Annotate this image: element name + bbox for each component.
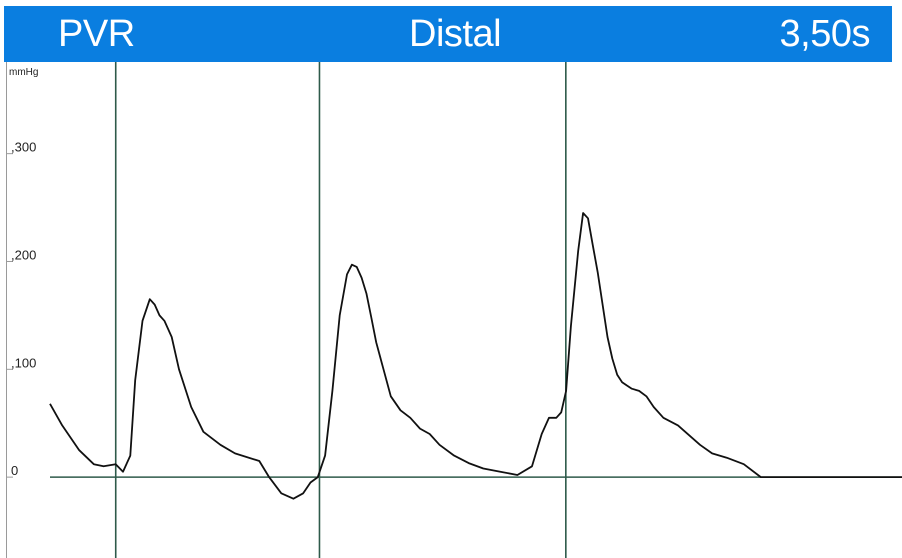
site-label: Distal <box>409 13 502 55</box>
y-tick-label: ,200 <box>11 247 36 262</box>
y-tick-label: ,300 <box>11 140 36 155</box>
header-bar: PVR Distal 3,50s <box>4 6 892 62</box>
y-tick-label: ,100 <box>11 355 36 370</box>
pressure-waveform-trace <box>49 212 902 500</box>
waveform-plot: mmHg 0 ,100 ,200 ,300 <box>6 62 902 558</box>
y-tick-label: 0 <box>11 463 18 478</box>
mode-label: PVR <box>58 13 135 55</box>
sweep-duration-label: 3,50s <box>779 13 871 55</box>
y-axis-unit: mmHg <box>9 67 38 78</box>
